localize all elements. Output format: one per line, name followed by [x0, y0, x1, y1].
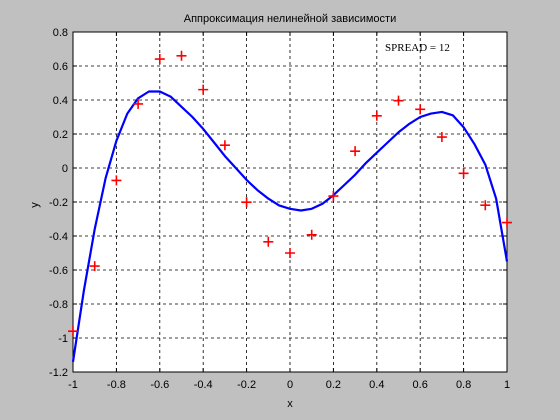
x-tick-label: -0.4	[194, 379, 213, 391]
y-tick-label: -0.2	[49, 197, 68, 209]
data-point	[502, 217, 512, 228]
data-point	[154, 54, 165, 65]
x-tick-label: 0	[287, 379, 293, 391]
x-tick-label: -0.6	[150, 379, 169, 391]
data-point	[371, 110, 382, 121]
x-tick-label: -1	[68, 379, 78, 391]
data-points	[68, 50, 512, 337]
data-point	[480, 200, 491, 211]
data-point	[350, 146, 361, 157]
data-point	[285, 248, 295, 258]
y-tick-label: -1	[58, 333, 68, 345]
y-tick-label: -0.6	[49, 265, 68, 277]
x-tick-label: 0.6	[413, 379, 428, 391]
x-tick-label: 0.4	[369, 379, 384, 391]
data-point	[219, 140, 230, 151]
data-point	[393, 95, 404, 106]
data-point	[306, 229, 317, 240]
data-point	[458, 168, 469, 179]
y-axis-label: y	[29, 202, 41, 208]
data-point	[415, 104, 426, 115]
y-tick-label: -1.2	[49, 367, 68, 379]
x-tick-label: 1	[504, 379, 510, 391]
tick-labels: -1 -0.8 -0.6 -0.4 -0.2 0 0.2 0.4 0.6 0.8 1-1.2-1-0…	[49, 27, 510, 391]
x-tick-label: -0.2	[237, 379, 256, 391]
data-point	[89, 261, 100, 272]
data-point	[176, 50, 187, 61]
data-point	[198, 84, 209, 95]
data-point	[328, 191, 339, 202]
data-point	[263, 236, 274, 247]
fitted-curve-line	[71, 90, 509, 362]
grid	[73, 32, 507, 372]
y-tick-label: 0	[62, 163, 68, 175]
x-tick-label: 0.8	[456, 379, 471, 391]
data-point	[111, 175, 122, 186]
x-tick-label: 0.2	[326, 379, 341, 391]
spread-annotation: SPREAD = 12	[385, 42, 450, 54]
chart-title: Аппроксимация нелинейной зависимости	[184, 13, 396, 25]
x-tick-label: -0.8	[107, 379, 126, 391]
data-point	[133, 98, 144, 109]
y-tick-label: 0.4	[53, 95, 68, 107]
data-point	[68, 326, 78, 337]
y-tick-label: 0.8	[53, 27, 68, 39]
y-tick-label: -0.4	[49, 231, 68, 243]
x-axis-label: x	[287, 398, 293, 410]
fitted-curve	[71, 90, 509, 362]
y-tick-label: -0.8	[49, 299, 68, 311]
data-point	[436, 132, 447, 143]
y-tick-label: 0.6	[53, 61, 68, 73]
data-point	[241, 197, 252, 208]
y-tick-label: 0.2	[53, 129, 68, 141]
ticks	[72, 31, 508, 373]
